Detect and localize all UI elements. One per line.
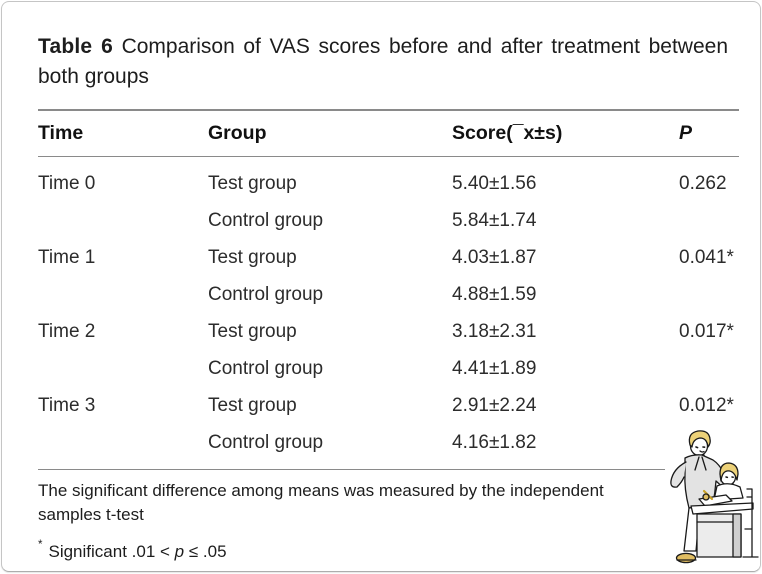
header-score: Score(¯x±s) — [452, 122, 563, 144]
table-row: Control group 4.16±1.82 — [38, 424, 739, 461]
people-at-desk-clipart — [665, 429, 760, 571]
cell-time: Time 0 — [38, 172, 96, 194]
table-content: Table 6 Comparison of VAS scores before … — [2, 32, 760, 562]
header-p: P — [679, 122, 693, 144]
table-row: Time 1 Test group 4.03±1.87 0.041* — [38, 239, 739, 276]
cell-score: 5.84±1.74 — [452, 209, 537, 231]
significance-note: * Significant .01 < p ≤ .05 — [38, 539, 735, 562]
table-row: Time 0 Test group 5.40±1.56 0.262 — [38, 165, 739, 202]
cell-time: Time 3 — [38, 394, 96, 416]
table-row: Time 3 Test group 2.91±2.24 0.012* — [38, 387, 739, 424]
table-row: Control group 4.41±1.89 — [38, 350, 739, 387]
header-time: Time — [38, 122, 84, 144]
data-table: Time Group Score(¯x±s) P Time 0 Test gro… — [38, 109, 739, 470]
footnote-line1: The significant difference among means w… — [38, 481, 604, 500]
p-variable: p — [174, 542, 185, 561]
cell-p: 0.017* — [679, 320, 734, 342]
table-bottom-rule — [38, 469, 739, 470]
cell-group: Control group — [208, 431, 324, 453]
table-row: Time 2 Test group 3.18±2.31 0.017* — [38, 313, 739, 350]
cell-p: 0.262 — [679, 172, 727, 194]
cell-group: Control group — [208, 209, 324, 231]
table-number-label: Table 6 — [38, 35, 113, 58]
table-top-rule — [38, 109, 739, 111]
cell-time: Time 2 — [38, 320, 96, 342]
cell-time: Time 1 — [38, 246, 96, 268]
table-footnote: The significant difference among means w… — [38, 479, 738, 527]
cell-p: 0.041* — [679, 246, 734, 268]
cell-score: 4.88±1.59 — [452, 283, 537, 305]
cell-group: Control group — [208, 357, 324, 379]
cell-group: Test group — [208, 172, 297, 194]
cell-group: Test group — [208, 320, 297, 342]
cell-group: Test group — [208, 394, 297, 416]
asterisk-marker: * — [38, 539, 43, 551]
table-title-text: Comparison of VAS scores before and afte… — [38, 35, 728, 88]
table-title: Table 6 Comparison of VAS scores before … — [38, 32, 728, 92]
cell-score: 4.41±1.89 — [452, 357, 537, 379]
cell-score: 5.40±1.56 — [452, 172, 537, 194]
cell-group: Test group — [208, 246, 297, 268]
cell-group: Control group — [208, 283, 324, 305]
table-header-row: Time Group Score(¯x±s) P — [38, 111, 739, 157]
cell-score: 4.03±1.87 — [452, 246, 537, 268]
table-row: Control group 5.84±1.74 — [38, 202, 739, 239]
table-body: Time 0 Test group 5.40±1.56 0.262 Contro… — [38, 157, 739, 461]
footnote-line2: samples t-test — [38, 505, 144, 524]
significance-threshold: ≤ .05 — [184, 542, 227, 561]
cell-score: 2.91±2.24 — [452, 394, 537, 416]
significance-text: Significant .01 < — [48, 542, 175, 561]
cell-score: 4.16±1.82 — [452, 431, 537, 453]
cell-p: 0.012* — [679, 394, 734, 416]
table-row: Control group 4.88±1.59 — [38, 276, 739, 313]
cell-score: 3.18±2.31 — [452, 320, 537, 342]
header-group: Group — [208, 122, 267, 144]
